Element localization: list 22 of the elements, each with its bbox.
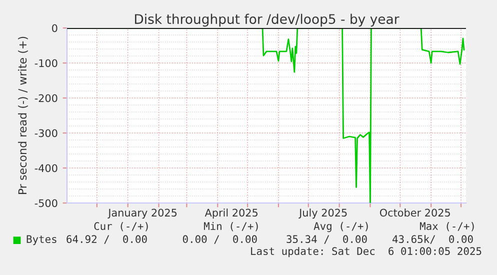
- text: 64.92 / 0.00: [66, 235, 147, 244]
- text: 0.00 / 0.00: [182, 235, 257, 244]
- x-tick-label: April 2025: [204, 208, 258, 219]
- y-tick-label: -200: [34, 94, 58, 102]
- x-tick-label: July 2025: [298, 208, 347, 219]
- text: Min (-/+): [204, 222, 258, 232]
- chart-title: Disk throughput for /dev/loop5 - by year: [135, 14, 400, 27]
- text: Avg (-/+): [314, 222, 368, 232]
- y-tick-label: -500: [34, 199, 58, 208]
- text: 43.65k/ 0.00: [392, 234, 473, 244]
- y-tick-label: -300: [34, 129, 58, 138]
- y-tick-label: -400: [34, 164, 58, 172]
- text: Max (-/+): [420, 222, 474, 232]
- y-tick-label: 0: [52, 24, 58, 32]
- text: 35.34 / 0.00: [286, 235, 367, 244]
- y-axis-title: Pr second read (-) / write (+): [18, 36, 28, 194]
- legend-label: Bytes: [26, 235, 56, 246]
- text: Cur (-/+): [94, 222, 148, 232]
- y-tick-label: -100: [34, 59, 58, 68]
- x-tick-label: October 2025: [380, 208, 450, 217]
- text: Last update: Sat Dec 6 01:00:05 2025: [251, 246, 482, 258]
- x-tick-label: January 2025: [108, 208, 177, 219]
